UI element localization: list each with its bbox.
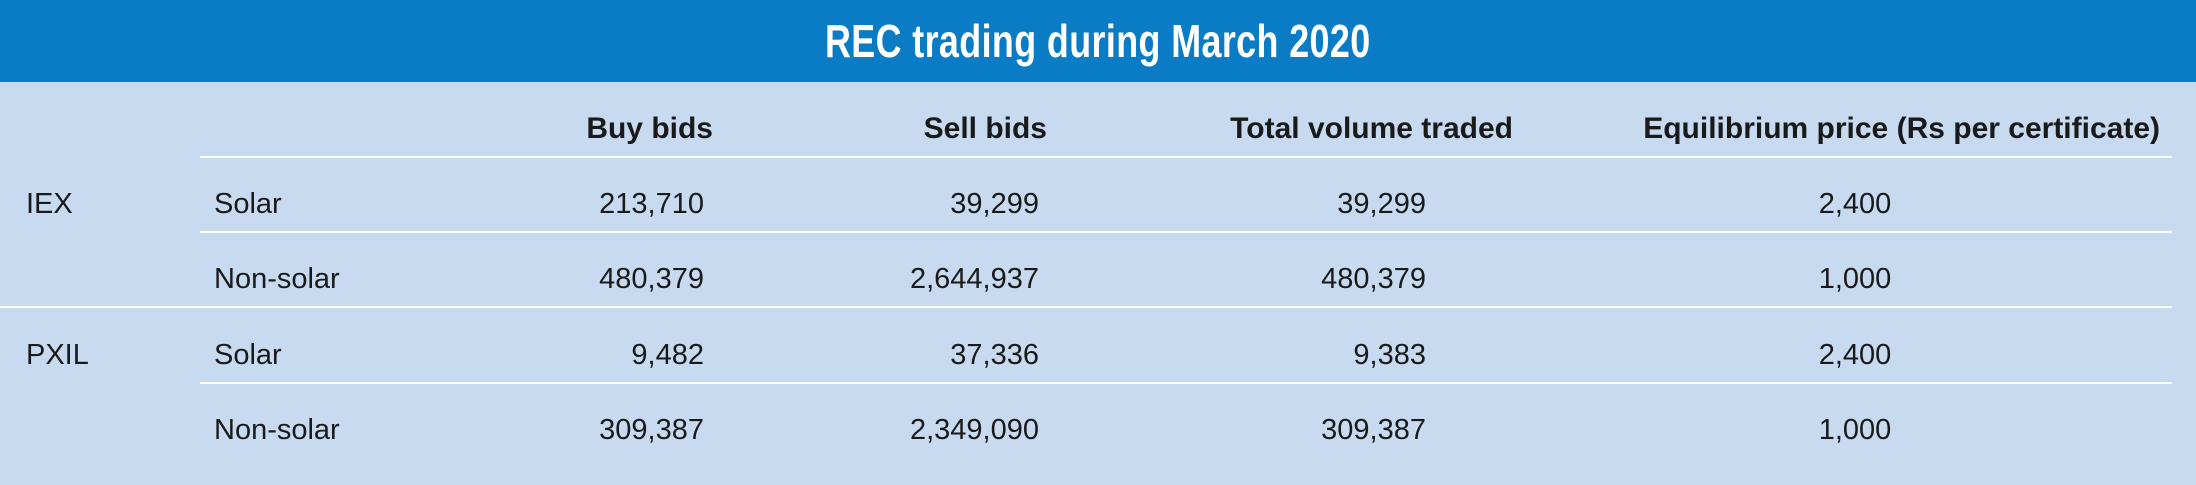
buy-bids-cell: 213,710 xyxy=(599,188,704,220)
header-rule xyxy=(200,156,2172,158)
equilibrium-price-cell: 2,400 xyxy=(1818,188,1892,220)
header-sell-bids: Sell bids xyxy=(923,112,1047,145)
rec-type-label: Solar xyxy=(214,188,282,220)
buy-bids-cell: 9,482 xyxy=(631,339,704,371)
exchange-label: PXIL xyxy=(26,339,89,371)
row-rule xyxy=(200,231,2172,233)
total-volume-cell: 309,387 xyxy=(1321,414,1426,446)
equilibrium-price-cell: 1,000 xyxy=(1818,263,1892,295)
row-rule xyxy=(200,382,2172,384)
buy-bids-cell: 480,379 xyxy=(599,263,704,295)
sell-bids-cell: 39,299 xyxy=(950,188,1039,220)
rec-type-label: Non-solar xyxy=(214,263,340,295)
table-title: REC trading during March 2020 xyxy=(825,15,1371,67)
rec-type-label: Non-solar xyxy=(214,414,340,446)
title-bar: REC trading during March 2020 xyxy=(0,0,2196,82)
rec-type-label: Solar xyxy=(214,339,282,371)
total-volume-cell: 39,299 xyxy=(1337,188,1426,220)
equilibrium-price-cell: 1,000 xyxy=(1818,414,1892,446)
exchange-label: IEX xyxy=(26,188,73,220)
buy-bids-cell: 309,387 xyxy=(599,414,704,446)
sell-bids-cell: 37,336 xyxy=(950,339,1039,371)
header-buy-bids: Buy bids xyxy=(586,112,713,145)
total-volume-cell: 9,383 xyxy=(1353,339,1426,371)
total-volume-cell: 480,379 xyxy=(1321,263,1426,295)
sell-bids-cell: 2,349,090 xyxy=(909,414,1039,446)
header-total-volume: Total volume traded xyxy=(1230,112,1513,145)
group-rule xyxy=(0,306,2172,308)
equilibrium-price-cell: 2,400 xyxy=(1818,339,1892,371)
header-equilibrium-price: Equilibrium price (Rs per certificate) xyxy=(1643,112,2160,145)
sell-bids-cell: 2,644,937 xyxy=(909,263,1039,295)
